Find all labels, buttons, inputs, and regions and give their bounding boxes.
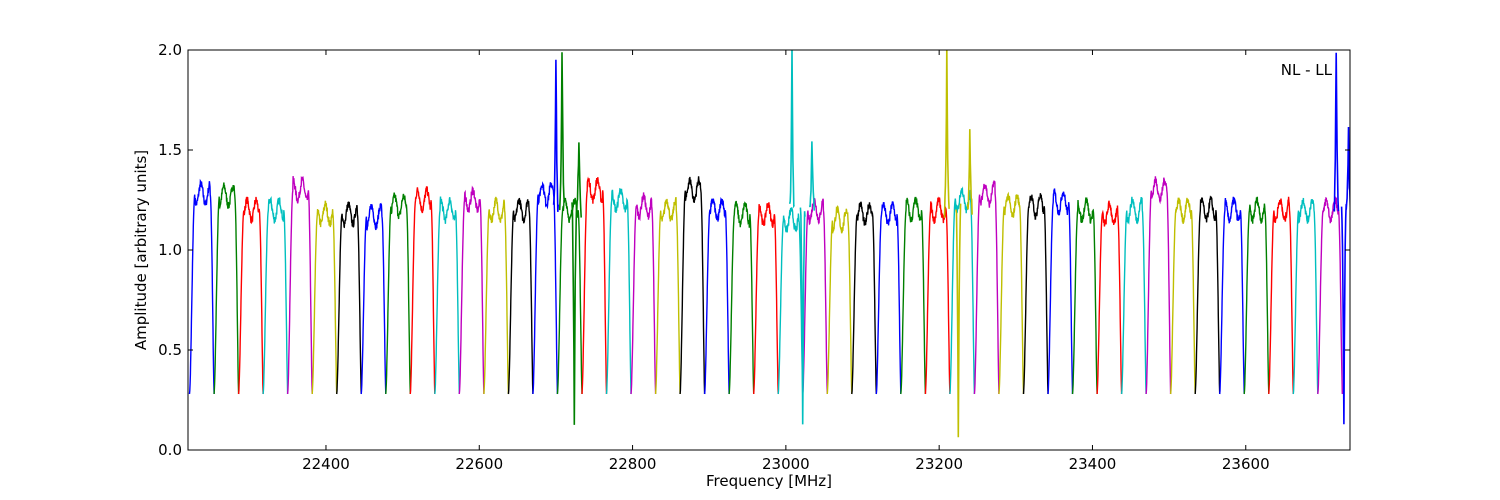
y-axis-title: Amplitude [arbitrary units]	[132, 150, 150, 350]
x-tick-label: 22600	[455, 455, 503, 473]
spectral-window-line	[1219, 196, 1245, 395]
spectral-window-line	[900, 196, 927, 395]
x-tick-label: 22400	[302, 455, 350, 473]
y-tick-label: 0.5	[158, 341, 182, 359]
x-tick-label: 23200	[915, 455, 963, 473]
spectral-window-line	[630, 192, 657, 395]
spectral-spike-line	[575, 142, 582, 218]
spectral-spike-line	[808, 141, 815, 211]
x-tick-label: 23000	[762, 455, 810, 473]
series-layer	[188, 50, 1350, 438]
spectral-window-line	[998, 191, 1025, 395]
spectral-window-line	[286, 175, 313, 395]
spectral-window-line	[409, 186, 436, 395]
spectral-window-line	[581, 176, 608, 395]
spectral-window-line	[875, 201, 902, 395]
x-tick-label: 23400	[1069, 455, 1117, 473]
spectral-spike-line	[788, 50, 795, 209]
spectral-window-line	[777, 207, 804, 395]
y-tick-label: 0.0	[158, 441, 182, 459]
spectral-spike-line	[571, 202, 578, 425]
y-tick-label: 2.0	[158, 41, 182, 59]
spectral-spike-line	[799, 207, 806, 425]
spectral-window-line	[851, 201, 877, 395]
spectral-window-line	[802, 197, 828, 395]
spectral-window-line	[1145, 176, 1172, 395]
spectral-window-line	[262, 196, 289, 395]
x-axis-title: Frequency [MHz]	[706, 472, 832, 490]
spectral-window-line	[385, 192, 411, 395]
spectral-window-line	[654, 196, 681, 395]
spectral-window-line	[1096, 200, 1123, 395]
spectral-window-line	[679, 176, 706, 395]
spectral-window-line	[1071, 197, 1098, 395]
plot-annotation: NL - LL	[1281, 61, 1333, 79]
spectral-spike-line	[955, 203, 962, 438]
spectral-window-line	[311, 200, 338, 395]
x-tick-label: 23600	[1222, 455, 1270, 473]
spectral-window-line	[1292, 197, 1319, 395]
spectral-window-line	[1169, 197, 1196, 395]
spectral-window-line	[336, 201, 362, 395]
spectral-window-line	[532, 181, 559, 395]
spectral-window-line	[1268, 196, 1294, 395]
spectral-spike-line	[1333, 52, 1340, 212]
spectral-spike-line	[966, 129, 973, 215]
spectral-window-line	[1243, 196, 1270, 395]
spectral-window-line	[483, 196, 510, 395]
spectral-window-line	[728, 200, 755, 395]
spectral-window-line	[507, 197, 534, 395]
spectral-window-line	[188, 178, 215, 395]
spectral-window-line	[237, 196, 264, 395]
spectral-window-line	[360, 202, 387, 395]
spectral-spike-line	[943, 50, 950, 218]
spectral-window-line	[1047, 188, 1074, 395]
y-tick-label: 1.5	[158, 141, 182, 159]
x-tick-label: 22800	[609, 455, 657, 473]
y-tick-label: 1.0	[158, 241, 182, 259]
spectral-window-line	[1120, 196, 1147, 395]
spectral-window-line	[973, 180, 1000, 395]
spectral-window-line	[703, 196, 730, 395]
spectral-spike-line	[552, 59, 559, 212]
spectral-window-line	[826, 205, 853, 395]
spectral-window-line	[1194, 195, 1221, 395]
spectral-window-line	[1022, 193, 1049, 395]
spectral-window-line	[434, 196, 460, 395]
spectral-window-line	[605, 187, 632, 395]
spectral-window-line	[556, 197, 583, 395]
spectral-window-line	[1317, 196, 1343, 395]
spectral-spike-line	[1340, 204, 1347, 425]
ticks-layer: 22400 22600 22800 23000 23200 23400 23600 0.0 0.…	[158, 41, 1350, 473]
spectral-window-line	[924, 196, 951, 395]
spectral-window-line	[753, 202, 779, 395]
spectral-window-line	[458, 185, 485, 395]
spectral-window-line	[213, 182, 240, 395]
spectral-spike-line	[558, 52, 566, 211]
